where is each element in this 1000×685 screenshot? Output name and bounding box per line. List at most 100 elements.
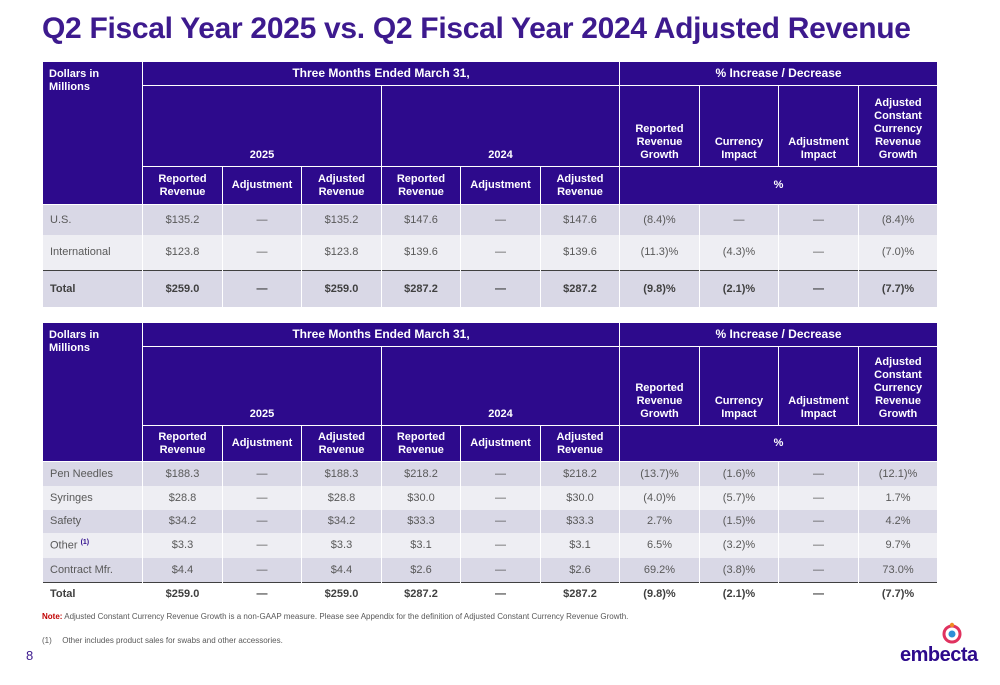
table-cell: (1.5)%	[699, 509, 779, 533]
year-2024-header: 2024	[381, 85, 620, 167]
table-cell: 2.7%	[619, 509, 700, 533]
table-cell: (11.3)%	[619, 234, 700, 271]
table-cell: $218.2	[540, 461, 620, 486]
table-cell: (9.8)%	[619, 582, 700, 606]
table-row: Other (1) $3.3— $3.3 $3.1— $3.1 6.5% (3.2)% —9.…	[42, 532, 939, 558]
year-2025-header: 2025	[142, 346, 382, 426]
table-cell: —	[778, 485, 859, 510]
adjustment-header: Adjustment	[222, 425, 302, 462]
table-cell: (7.7)%	[857, 582, 939, 606]
table-cell: —	[460, 461, 541, 486]
table-cell: —	[222, 485, 302, 510]
table-cell: —	[222, 461, 302, 486]
row-label: Syringes	[42, 485, 143, 510]
table-cell: (3.2)%	[699, 532, 779, 558]
non-gaap-note: Note: Adjusted Constant Currency Revenue…	[42, 612, 628, 621]
adjusted-revenue-header: Adjusted Revenue	[540, 166, 620, 205]
revenue-by-region-table: Dollars in Millions Three Months Ended M…	[42, 61, 939, 307]
table-cell: —	[460, 557, 541, 583]
table-cell: $4.4	[142, 557, 223, 583]
currency-impact-header: Currency Impact	[699, 346, 779, 426]
table-cell: $2.6	[540, 557, 620, 583]
revenue-by-product-table: Dollars in Millions Three Months Ended M…	[42, 322, 939, 606]
row-label-text: U.S.	[50, 213, 72, 226]
year-2024-header: 2024	[381, 346, 620, 426]
row-label: Other (1)	[42, 532, 143, 558]
table-cell: 1.7%	[857, 485, 939, 510]
table-cell: —	[222, 270, 302, 307]
table-cell: $188.3	[301, 461, 382, 486]
table-cell: $147.6	[540, 204, 620, 235]
table-row: Total $259.0— $259.0 $287.2— $287.2 (9.8)% (2.…	[42, 582, 939, 606]
table-cell: (9.8)%	[619, 270, 700, 307]
pct-change-header: % Increase / Decrease	[618, 61, 939, 86]
footnote-ref: (1)	[80, 538, 90, 546]
table-cell: $30.0	[540, 485, 620, 510]
table-cell: $28.8	[301, 485, 382, 510]
table-cell: 9.7%	[857, 532, 939, 558]
table-cell: $147.6	[381, 204, 461, 235]
table-cell: (2.1)%	[699, 582, 779, 606]
table-cell: $259.0	[301, 582, 382, 606]
table-cell: —	[699, 204, 779, 235]
table-row: Pen Needles $188.3— $188.3 $218.2— $218.2 (13…	[42, 461, 939, 486]
adjustment-header: Adjustment	[460, 425, 541, 462]
table-row: Contract Mfr. $4.4— $4.4 $2.6— $2.6 69.2% (3.8…	[42, 557, 939, 583]
table-cell: —	[222, 509, 302, 533]
period-header: Three Months Ended March 31,	[142, 322, 620, 347]
table-cell: $3.1	[381, 532, 461, 558]
table-cell: —	[222, 582, 302, 606]
table-row: Safety $34.2— $34.2 $33.3— $33.3 2.7% (1.5)% —4…	[42, 509, 939, 533]
footnote-number: (1)	[42, 636, 52, 645]
note-label: Note:	[42, 612, 63, 621]
embecta-wordmark: embecta	[900, 644, 978, 666]
period-header: Three Months Ended March 31,	[142, 61, 620, 86]
table-cell: —	[460, 204, 541, 235]
table-cell: $33.3	[381, 509, 461, 533]
row-label-text: Safety	[50, 515, 82, 527]
table-cell: 4.2%	[857, 509, 939, 533]
reported-revenue-header: Reported Revenue	[381, 425, 461, 462]
table-cell: $139.6	[381, 234, 461, 271]
table-cell: —	[778, 557, 859, 583]
table-cell: —	[460, 234, 541, 271]
table-cell: $188.3	[142, 461, 223, 486]
table-cell: $287.2	[540, 270, 620, 307]
table-cell: —	[222, 204, 302, 235]
acc-growth-header: Adjusted Constant Currency Revenue Growt…	[857, 85, 939, 167]
table-cell: —	[460, 509, 541, 533]
row-label: Total	[42, 270, 143, 307]
embecta-mark-icon	[942, 622, 962, 644]
table-cell: —	[778, 204, 859, 235]
table-cell: $287.2	[381, 582, 461, 606]
footnote-text: Other includes product sales for swabs a…	[62, 636, 283, 645]
table-cell: —	[460, 270, 541, 307]
row-label: Total	[42, 582, 143, 606]
table-cell: (13.7)%	[619, 461, 700, 486]
table-cell: —	[778, 234, 859, 271]
corner-header: Dollars in Millions	[42, 61, 143, 205]
table-cell: $34.2	[142, 509, 223, 533]
adjusted-revenue-header: Adjusted Revenue	[301, 425, 382, 462]
table-cell: $30.0	[381, 485, 461, 510]
page-number: 8	[26, 648, 34, 663]
table-cell: $3.3	[301, 532, 382, 558]
table-cell: —	[460, 485, 541, 510]
table-cell: $259.0	[142, 582, 223, 606]
table-cell: (7.7)%	[857, 270, 939, 307]
row-label: International	[42, 234, 143, 271]
table-cell: $123.8	[301, 234, 382, 271]
table-cell: —	[778, 461, 859, 486]
table-row: Total $259.0— $259.0 $287.2— $287.2 (9.8)% (2.…	[42, 270, 939, 307]
table-cell: (12.1)%	[857, 461, 939, 486]
table-cell: —	[460, 582, 541, 606]
table-cell: (7.0)%	[857, 234, 939, 271]
table-cell: $3.3	[142, 532, 223, 558]
table-cell: (4.0)%	[619, 485, 700, 510]
corner-header: Dollars in Millions	[42, 322, 143, 462]
acc-growth-header: Adjusted Constant Currency Revenue Growt…	[857, 346, 939, 426]
table-cell: (8.4)%	[857, 204, 939, 235]
row-label-text: Contract Mfr.	[50, 563, 113, 576]
adjustment-header: Adjustment	[222, 166, 302, 205]
embecta-logo: embecta	[900, 622, 980, 667]
